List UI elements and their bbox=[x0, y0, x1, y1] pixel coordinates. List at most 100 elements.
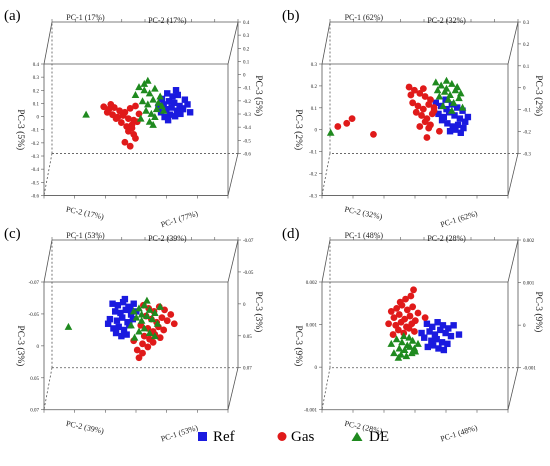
ref-point bbox=[464, 113, 472, 121]
ref-point bbox=[164, 116, 172, 124]
gas-point bbox=[133, 346, 141, 354]
gas-point bbox=[403, 306, 411, 314]
axis-title-bottom-right: PC-1 (62%) bbox=[439, 209, 479, 230]
gas-point bbox=[112, 115, 120, 123]
ref-point bbox=[168, 104, 175, 111]
gas-point bbox=[414, 309, 422, 317]
de-point bbox=[154, 98, 163, 106]
de-point bbox=[149, 95, 157, 103]
de-point bbox=[151, 84, 159, 92]
tick-label: 0.4 bbox=[243, 21, 250, 26]
ref-point bbox=[120, 326, 128, 334]
de-point bbox=[145, 117, 154, 125]
axis-title-top-left: PC-1 (53%) bbox=[66, 231, 105, 240]
tick-label: 0.3 bbox=[33, 76, 40, 81]
cube-edge bbox=[43, 153, 53, 196]
gas-point bbox=[411, 86, 418, 94]
de-point bbox=[130, 333, 139, 341]
gas-point bbox=[410, 286, 417, 294]
tick-label: 0 bbox=[243, 74, 246, 79]
tick-label: -0.07 bbox=[29, 281, 40, 286]
ref-point bbox=[438, 116, 446, 124]
de-point bbox=[140, 324, 149, 332]
ref-point bbox=[454, 104, 461, 111]
cube-edge bbox=[43, 21, 53, 65]
cube-edge bbox=[43, 367, 53, 410]
cube-edge bbox=[227, 367, 239, 410]
legend-de-marker bbox=[351, 432, 363, 441]
de-point bbox=[135, 83, 143, 91]
legend-gas-marker bbox=[277, 432, 287, 441]
gas-point bbox=[160, 326, 168, 334]
de-point bbox=[138, 97, 147, 105]
ref-point bbox=[186, 109, 194, 116]
legend-de-label: DE bbox=[369, 429, 389, 445]
tick-label: -0.2 bbox=[31, 142, 39, 147]
de-point bbox=[390, 349, 398, 357]
gas-point bbox=[416, 89, 424, 97]
gas-point bbox=[121, 138, 129, 146]
ref-point bbox=[447, 332, 455, 340]
tick-label: 0.3 bbox=[243, 34, 250, 39]
de-point bbox=[137, 316, 146, 324]
ref-point bbox=[446, 128, 454, 135]
ref-point bbox=[456, 115, 464, 122]
ref-point bbox=[431, 331, 439, 338]
ref-point bbox=[123, 331, 130, 338]
ref-point bbox=[444, 120, 451, 127]
ref-point bbox=[110, 325, 117, 332]
ref-point bbox=[104, 320, 112, 327]
gas-point bbox=[343, 119, 351, 127]
de-point bbox=[458, 103, 467, 111]
de-point bbox=[448, 79, 456, 87]
tick-label: -0.3 bbox=[31, 155, 39, 160]
gas-point bbox=[385, 320, 392, 328]
gas-point bbox=[423, 134, 431, 141]
tick-label: -0.6 bbox=[243, 152, 251, 157]
cube-edge bbox=[227, 21, 239, 65]
de-point bbox=[151, 308, 159, 316]
de-point bbox=[444, 95, 453, 103]
ref-point bbox=[450, 322, 457, 329]
gas-point bbox=[163, 317, 171, 325]
axis-title-bottom-left: PC-2 (39%) bbox=[65, 419, 105, 436]
de-point bbox=[156, 302, 164, 310]
tick-label: 0.2 bbox=[33, 89, 40, 94]
ref-point bbox=[445, 325, 452, 332]
gas-point bbox=[418, 112, 425, 119]
ref-point bbox=[429, 342, 437, 349]
tick-label: -0.3 bbox=[309, 194, 317, 199]
ref-point bbox=[462, 118, 469, 125]
gas-point bbox=[407, 91, 415, 99]
ref-point bbox=[115, 323, 122, 331]
gas-point bbox=[116, 107, 123, 115]
gas-point bbox=[409, 303, 417, 311]
ref-point bbox=[451, 112, 458, 119]
tick-label: 0.3 bbox=[311, 63, 318, 68]
de-point bbox=[387, 339, 396, 347]
gas-point bbox=[126, 104, 134, 112]
de-point bbox=[326, 128, 335, 136]
cube-edge bbox=[227, 153, 239, 196]
gas-point bbox=[395, 326, 402, 334]
de-point bbox=[455, 94, 463, 102]
gas-point bbox=[419, 85, 427, 93]
de-point bbox=[410, 344, 419, 352]
ref-point bbox=[435, 345, 442, 352]
ref-point bbox=[434, 319, 441, 326]
de-point bbox=[392, 335, 401, 343]
ref-point bbox=[435, 110, 442, 118]
de-point bbox=[405, 333, 413, 341]
de-point bbox=[151, 332, 159, 340]
ref-point bbox=[439, 322, 447, 329]
axis-title-bottom-left: PC-2 (32%) bbox=[344, 205, 384, 222]
de-point bbox=[135, 327, 143, 335]
de-point bbox=[145, 329, 154, 337]
gas-point bbox=[405, 325, 413, 332]
axis-title-right: PC-3 (5%) bbox=[253, 75, 264, 116]
tick-label: 0.001 bbox=[523, 282, 535, 287]
gas-point bbox=[119, 112, 127, 119]
gas-point bbox=[167, 311, 175, 318]
ref-point bbox=[133, 308, 140, 315]
